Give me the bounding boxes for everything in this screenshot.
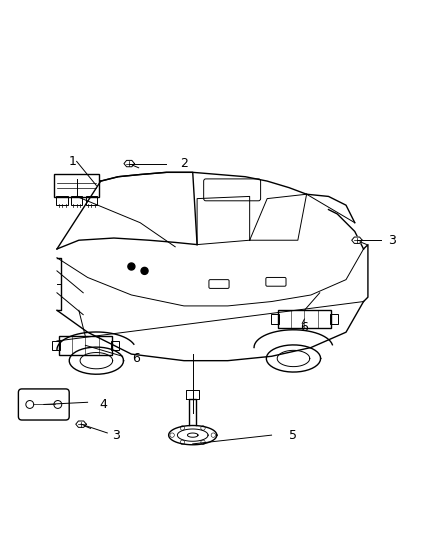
Text: 6: 6 xyxy=(300,321,308,334)
Text: 3: 3 xyxy=(388,233,396,247)
Text: 1: 1 xyxy=(68,155,76,168)
Text: 4: 4 xyxy=(99,398,107,411)
Text: 6: 6 xyxy=(132,352,140,365)
Polygon shape xyxy=(76,421,86,427)
Polygon shape xyxy=(352,237,362,244)
Text: 5: 5 xyxy=(290,429,297,442)
Circle shape xyxy=(128,263,135,270)
Text: 3: 3 xyxy=(112,429,120,442)
Polygon shape xyxy=(124,160,134,167)
Circle shape xyxy=(141,268,148,274)
Text: 2: 2 xyxy=(180,157,188,170)
